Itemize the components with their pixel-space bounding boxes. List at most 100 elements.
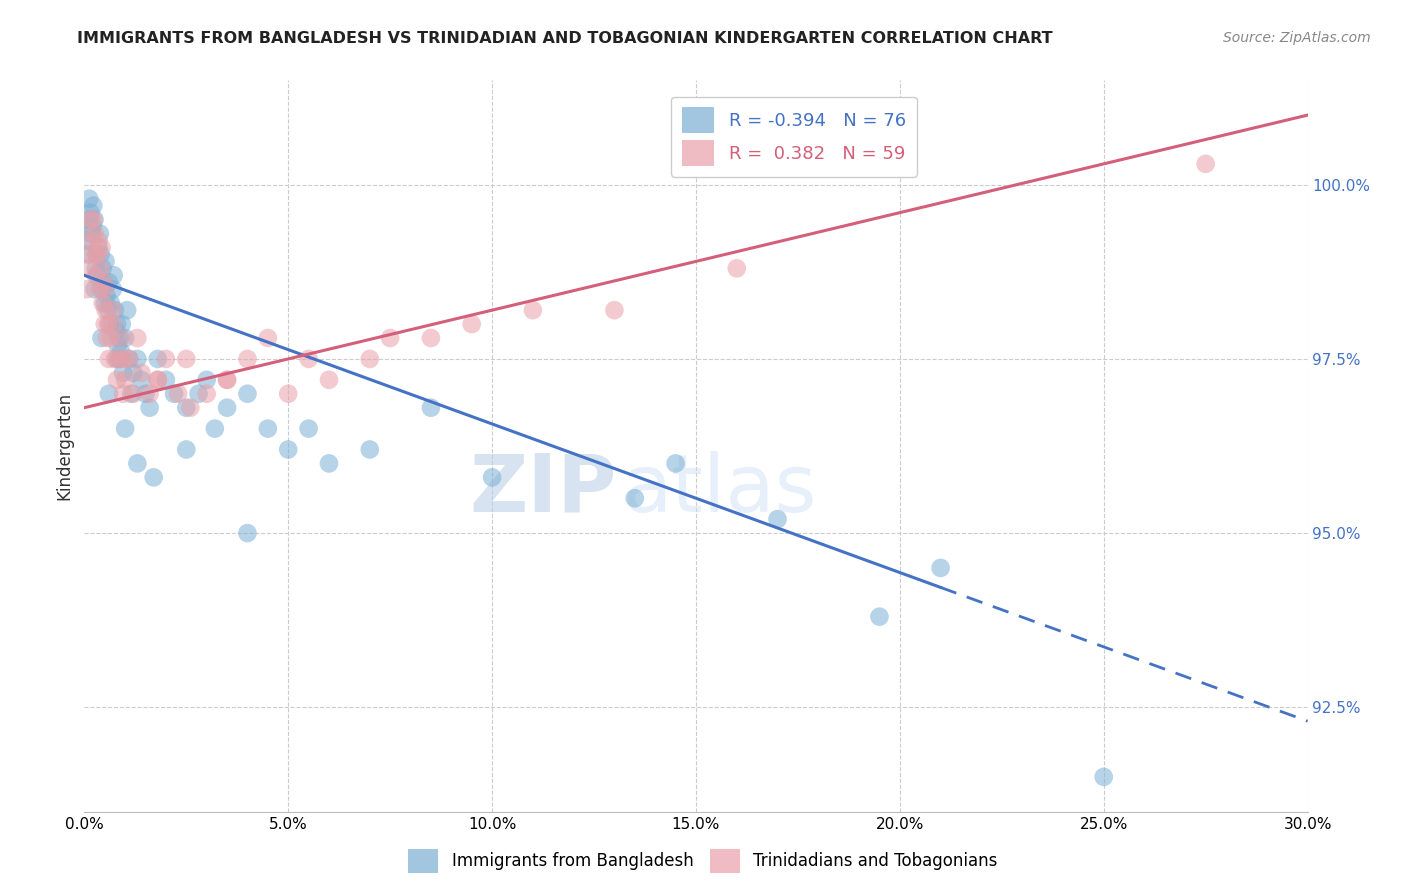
Point bbox=[86, 247, 108, 261]
Point bbox=[146, 373, 169, 387]
Point bbox=[236, 386, 259, 401]
Legend: Immigrants from Bangladesh, Trinidadians and Tobagonians: Immigrants from Bangladesh, Trinidadians… bbox=[402, 842, 1004, 880]
Point bbox=[217, 373, 239, 387]
Point bbox=[97, 275, 120, 289]
Point bbox=[114, 351, 136, 366]
Point bbox=[174, 401, 197, 415]
Point bbox=[257, 331, 280, 345]
Point bbox=[420, 401, 443, 415]
Point bbox=[94, 254, 117, 268]
Point bbox=[1195, 157, 1218, 171]
Point bbox=[97, 386, 120, 401]
Point bbox=[298, 351, 321, 366]
Point bbox=[195, 373, 218, 387]
Point bbox=[104, 351, 127, 366]
Point bbox=[75, 282, 97, 296]
Point bbox=[127, 351, 149, 366]
Point bbox=[111, 317, 134, 331]
Point bbox=[87, 240, 110, 254]
Point bbox=[98, 317, 121, 331]
Point bbox=[122, 366, 145, 380]
Point bbox=[84, 261, 107, 276]
Point bbox=[135, 386, 157, 401]
Point bbox=[80, 234, 103, 248]
Point bbox=[142, 470, 165, 484]
Point bbox=[112, 386, 135, 401]
Point bbox=[108, 351, 131, 366]
Point bbox=[87, 234, 110, 248]
Point bbox=[104, 303, 127, 318]
Point bbox=[83, 227, 105, 241]
Point bbox=[118, 351, 141, 366]
Point bbox=[82, 219, 104, 234]
Point bbox=[257, 421, 280, 435]
Point bbox=[86, 247, 108, 261]
Point bbox=[107, 338, 129, 352]
Point bbox=[76, 247, 98, 261]
Point bbox=[522, 303, 544, 318]
Point bbox=[93, 296, 115, 310]
Point bbox=[167, 386, 190, 401]
Point bbox=[359, 351, 381, 366]
Point bbox=[79, 205, 101, 219]
Point bbox=[90, 240, 112, 254]
Point bbox=[461, 317, 484, 331]
Point bbox=[90, 247, 112, 261]
Point bbox=[89, 227, 111, 241]
Point bbox=[146, 351, 169, 366]
Point bbox=[105, 324, 128, 338]
Point bbox=[277, 442, 299, 457]
Text: Source: ZipAtlas.com: Source: ZipAtlas.com bbox=[1223, 31, 1371, 45]
Text: ZIP: ZIP bbox=[470, 450, 616, 529]
Point bbox=[93, 282, 115, 296]
Point bbox=[380, 331, 402, 345]
Point bbox=[90, 261, 112, 276]
Point bbox=[94, 303, 117, 318]
Point bbox=[89, 282, 111, 296]
Point bbox=[766, 512, 789, 526]
Point bbox=[163, 386, 186, 401]
Point bbox=[131, 373, 153, 387]
Point bbox=[195, 386, 218, 401]
Point bbox=[77, 212, 100, 227]
Point bbox=[138, 401, 160, 415]
Point bbox=[1092, 770, 1115, 784]
Point bbox=[91, 261, 114, 276]
Point bbox=[82, 212, 104, 227]
Point bbox=[110, 345, 132, 359]
Point bbox=[86, 268, 108, 283]
Point bbox=[114, 421, 136, 435]
Point bbox=[77, 261, 100, 276]
Point bbox=[100, 296, 122, 310]
Point bbox=[174, 351, 197, 366]
Point bbox=[155, 351, 177, 366]
Point bbox=[120, 386, 142, 401]
Point bbox=[217, 401, 239, 415]
Point bbox=[277, 386, 299, 401]
Legend: R = -0.394   N = 76, R =  0.382   N = 59: R = -0.394 N = 76, R = 0.382 N = 59 bbox=[671, 96, 917, 177]
Point bbox=[110, 351, 132, 366]
Point bbox=[79, 212, 101, 227]
Point bbox=[93, 275, 115, 289]
Point bbox=[82, 199, 104, 213]
Point bbox=[80, 227, 103, 241]
Point bbox=[929, 561, 952, 575]
Point bbox=[97, 351, 120, 366]
Point bbox=[79, 247, 101, 261]
Point bbox=[236, 351, 259, 366]
Point bbox=[77, 192, 100, 206]
Point bbox=[217, 373, 239, 387]
Point bbox=[91, 296, 114, 310]
Point bbox=[118, 351, 141, 366]
Point bbox=[112, 366, 135, 380]
Point bbox=[298, 421, 321, 435]
Point bbox=[481, 470, 503, 484]
Point bbox=[174, 442, 197, 457]
Point bbox=[420, 331, 443, 345]
Point bbox=[101, 282, 124, 296]
Point bbox=[101, 317, 124, 331]
Point bbox=[97, 317, 120, 331]
Point bbox=[624, 491, 647, 506]
Point bbox=[96, 331, 118, 345]
Point bbox=[83, 212, 105, 227]
